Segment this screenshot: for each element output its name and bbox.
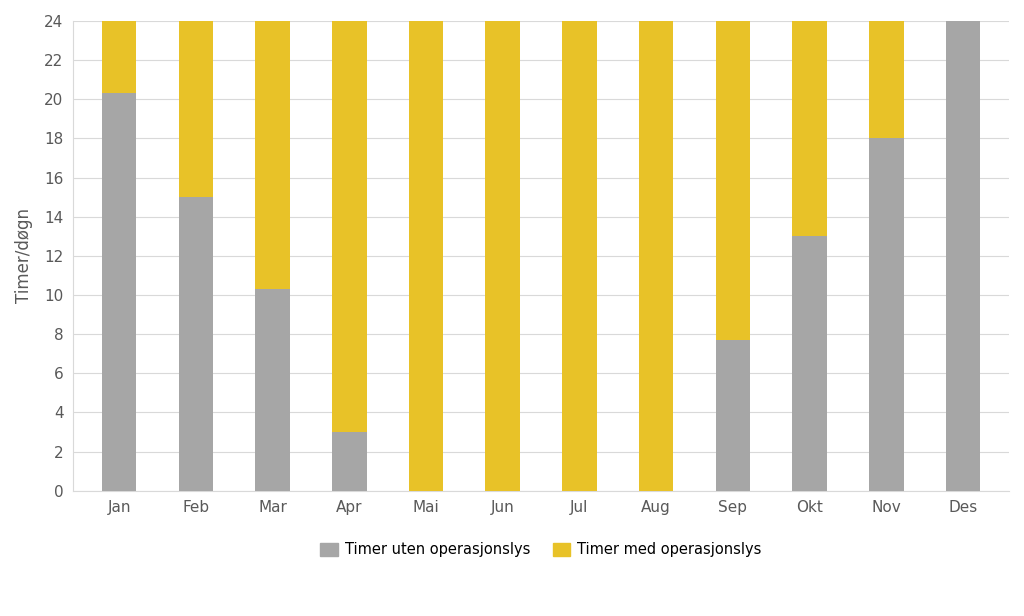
Bar — [332, 21, 367, 432]
Bar — [562, 21, 597, 491]
Bar — [178, 21, 213, 197]
Bar — [332, 432, 367, 491]
Bar — [639, 21, 674, 491]
Bar — [485, 21, 520, 491]
Bar — [716, 340, 751, 491]
Bar — [409, 21, 443, 491]
Bar — [869, 139, 903, 491]
Bar — [178, 197, 213, 491]
Bar — [255, 289, 290, 491]
Bar — [946, 21, 980, 491]
Y-axis label: Timer/døgn: Timer/døgn — [15, 208, 33, 303]
Bar — [102, 21, 136, 94]
Legend: Timer uten operasjonslys, Timer med operasjonslys: Timer uten operasjonslys, Timer med oper… — [314, 537, 768, 563]
Bar — [793, 21, 826, 237]
Bar — [869, 21, 903, 139]
Bar — [102, 94, 136, 491]
Bar — [255, 21, 290, 289]
Bar — [716, 21, 751, 340]
Bar — [793, 237, 826, 491]
